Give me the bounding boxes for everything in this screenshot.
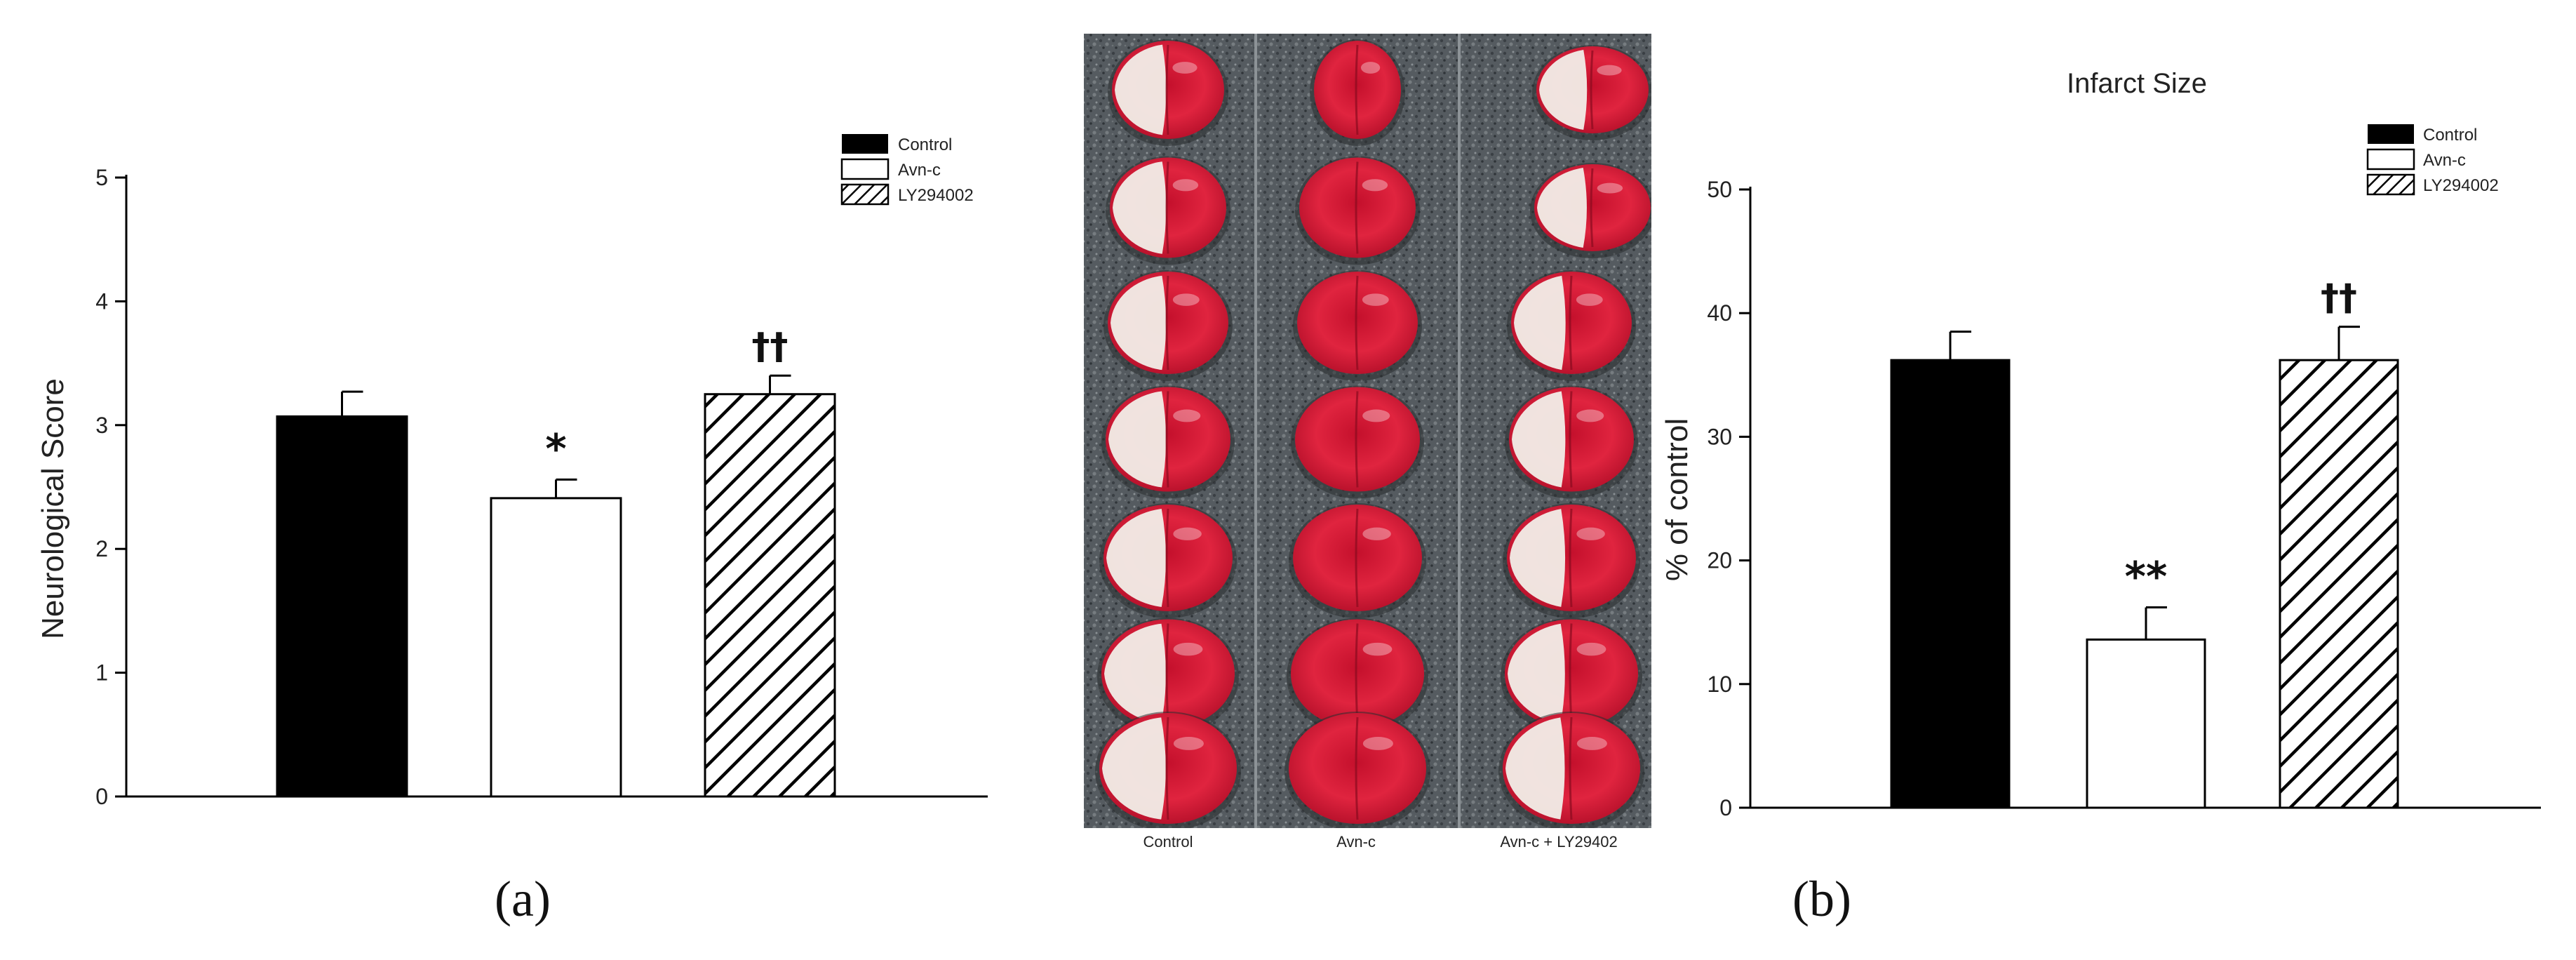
- legend-label-avn-c: Avn-c: [2423, 151, 2466, 170]
- y-tick-label: 3: [95, 413, 108, 438]
- brain-slice: [1287, 618, 1428, 735]
- legend-swatch-ly294002: [2366, 173, 2415, 196]
- y-tick-label: 5: [95, 165, 108, 190]
- brain-slice: [1505, 385, 1638, 499]
- brain-slice: [1310, 39, 1405, 146]
- bar-control: [1890, 359, 2011, 809]
- chart-b-ylabel: % of control: [1660, 418, 1694, 581]
- legend-label-avn-c: Avn-c: [898, 161, 941, 180]
- brain-slice: [1097, 618, 1239, 735]
- legend-swatch-ly294002: [840, 183, 890, 206]
- legend-swatch-control: [2368, 124, 2414, 144]
- chart-a-ylabel: Neurological Score: [36, 378, 70, 639]
- brain-slices-photo: Control Avn-c Avn-c + LY29402: [1084, 34, 1651, 851]
- y-tick-label: 4: [95, 288, 108, 314]
- brain-slice: [1099, 503, 1237, 618]
- legend-swatch-avn-c: [840, 158, 890, 180]
- photo-caption-2: Avn-c + LY29402: [1500, 833, 1617, 851]
- y-tick-label: 10: [1707, 672, 1732, 697]
- significance-marker-avn-c: **: [2125, 553, 2168, 601]
- brain-slice: [1501, 618, 1642, 735]
- y-tick-label: 1: [95, 660, 108, 686]
- brain-slice: [1106, 156, 1230, 265]
- bar-ly294002: [2279, 359, 2399, 809]
- significance-marker-ly294002: ††: [2321, 277, 2357, 319]
- bar-avn-c: [2086, 638, 2206, 809]
- y-tick-label: 30: [1707, 424, 1732, 449]
- brain-slice: [1289, 503, 1426, 618]
- brain-slice: [1498, 712, 1644, 828]
- bar-control: [276, 415, 408, 798]
- brain-slice: [1101, 385, 1235, 499]
- neurological-score-chart: Neurological Score Control Avn-c LY29400…: [36, 134, 988, 809]
- chart-a-legend: Control Avn-c LY294002: [840, 134, 974, 206]
- panel-label-b: (b): [1792, 871, 1851, 927]
- significance-marker-avn-c: *: [545, 425, 566, 472]
- y-tick-label: 2: [95, 536, 108, 561]
- brain-slice: [1532, 45, 1651, 140]
- brain-slice: [1507, 270, 1636, 381]
- brain-slice: [1103, 270, 1233, 381]
- brain-slice: [1095, 712, 1241, 828]
- brain-slice: [1293, 270, 1422, 381]
- photo-caption-0: Control: [1143, 833, 1193, 851]
- y-tick-label: 20: [1707, 548, 1732, 573]
- legend-label-ly294002: LY294002: [2423, 176, 2499, 195]
- legend-swatch-control: [842, 134, 888, 154]
- bar-avn-c: [490, 497, 622, 798]
- chart-b-legend: Control Avn-c LY294002: [2366, 124, 2499, 196]
- y-tick-label: 0: [1719, 795, 1732, 820]
- significance-marker-ly294002: ††: [752, 326, 789, 368]
- photo-caption-1: Avn-c: [1336, 833, 1376, 851]
- y-tick-label: 50: [1707, 177, 1732, 202]
- panel-label-a: (a): [495, 871, 551, 927]
- y-tick-label: 40: [1707, 300, 1732, 326]
- brain-slice: [1284, 712, 1430, 828]
- bar-ly294002: [704, 393, 836, 798]
- legend-label-ly294002: LY294002: [898, 186, 974, 205]
- infarct-size-chart: Infarct Size % of control Control Avn-c …: [1660, 68, 2541, 820]
- brain-slice: [1108, 39, 1228, 146]
- legend-label-control: Control: [898, 135, 952, 154]
- legend-label-control: Control: [2423, 126, 2477, 145]
- brain-slice: [1530, 163, 1651, 258]
- brain-slice: [1291, 385, 1424, 499]
- brain-slice: [1295, 156, 1420, 265]
- y-tick-label: 0: [95, 784, 108, 809]
- chart-b-title: Infarct Size: [2067, 68, 2207, 99]
- legend-swatch-avn-c: [2366, 148, 2415, 171]
- brain-slice: [1503, 503, 1640, 618]
